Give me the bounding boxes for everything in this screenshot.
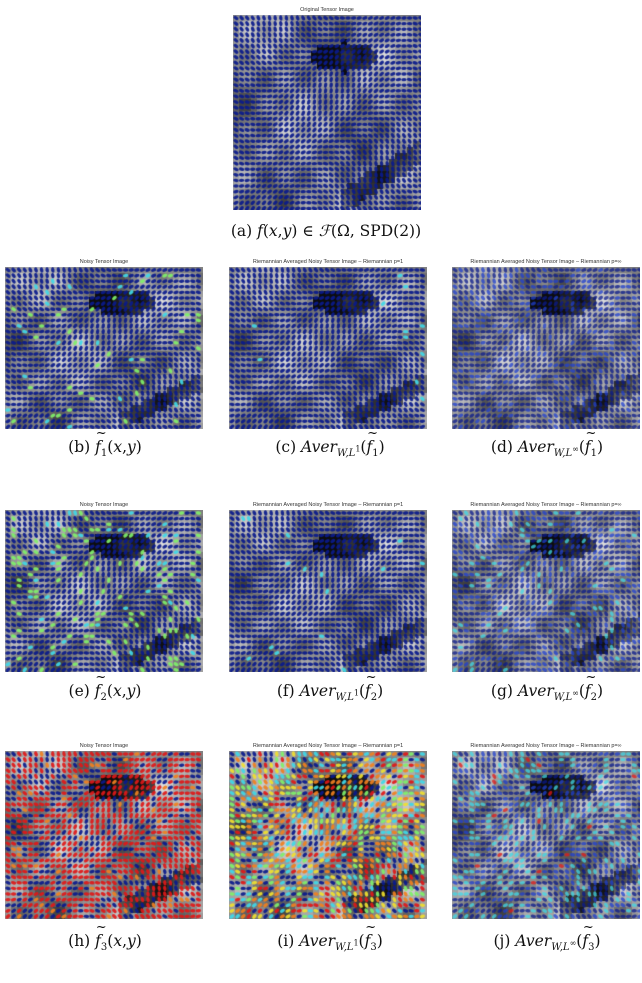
panel-g-tensor-image (452, 510, 640, 672)
panel-e: Noisy Tensor Image (5, 500, 203, 672)
panel-d: Riemannian Averaged Noisy Tensor Image –… (452, 257, 640, 429)
panel-e-tensor-image (5, 510, 203, 672)
panel-a-title: Original Tensor Image (300, 7, 354, 13)
panel-d-title: Riemannian Averaged Noisy Tensor Image –… (470, 259, 622, 265)
caption-i: (i) AverW,L1(f3) (230, 920, 430, 953)
caption-g: (g) AverW,L∞(f2) (447, 670, 642, 703)
panel-j-tensor-image (452, 751, 640, 919)
panel-h: Noisy Tensor Image (5, 741, 203, 919)
caption-c: (c) AverW,L1(f1) (230, 426, 430, 459)
panel-i: Riemannian Averaged Noisy Tensor Image –… (229, 741, 427, 919)
panel-g: Riemannian Averaged Noisy Tensor Image –… (452, 500, 640, 672)
panel-c: Riemannian Averaged Noisy Tensor Image –… (229, 257, 427, 429)
panel-c-title: Riemannian Averaged Noisy Tensor Image –… (252, 259, 404, 265)
caption-j: (j) AverW,L∞(f3) (447, 920, 642, 953)
caption-d: (d) AverW,L∞(f1) (447, 426, 642, 459)
panel-h-title: Noisy Tensor Image (79, 743, 129, 749)
panel-a-tensor-image (233, 15, 421, 210)
panel-h-tensor-image (5, 751, 203, 919)
panel-c-tensor-image (229, 267, 427, 429)
caption-h: (h) f3(x,y) (20, 920, 190, 953)
panel-f-title: Riemannian Averaged Noisy Tensor Image –… (252, 502, 404, 508)
caption-a: (a) f(x,y) ∈ ℱ(Ω, SPD(2)) (230, 222, 422, 240)
panel-g-title: Riemannian Averaged Noisy Tensor Image –… (470, 502, 622, 508)
panel-j-title: Riemannian Averaged Noisy Tensor Image –… (470, 743, 622, 749)
caption-f: (f) AverW,L1(f2) (230, 670, 430, 703)
caption-e: (e) f2(x,y) (20, 670, 190, 703)
panel-f: Riemannian Averaged Noisy Tensor Image –… (229, 500, 427, 672)
panel-b-title: Noisy Tensor Image (79, 259, 129, 265)
panel-e-title: Noisy Tensor Image (79, 502, 129, 508)
panel-b-tensor-image (5, 267, 203, 429)
panel-i-title: Riemannian Averaged Noisy Tensor Image –… (252, 743, 404, 749)
panel-j: Riemannian Averaged Noisy Tensor Image –… (452, 741, 640, 919)
panel-f-tensor-image (229, 510, 427, 672)
panel-d-tensor-image (452, 267, 640, 429)
panel-b: Noisy Tensor Image (5, 257, 203, 429)
panel-i-tensor-image (229, 751, 427, 919)
panel-a: Original Tensor Image (233, 5, 421, 210)
caption-b: (b) f1(x,y) (20, 426, 190, 459)
